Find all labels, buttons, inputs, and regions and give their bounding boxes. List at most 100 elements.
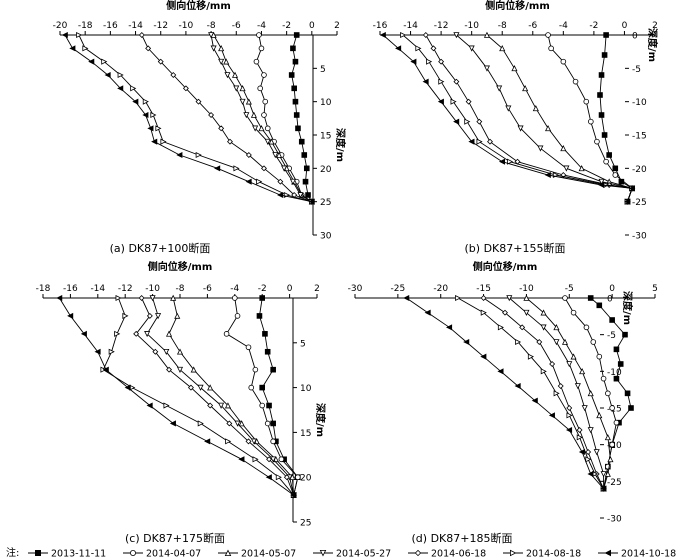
data-point <box>117 85 124 92</box>
data-point <box>252 366 259 373</box>
data-point <box>243 112 250 119</box>
data-point <box>603 32 609 38</box>
data-point <box>587 470 594 478</box>
x-tick-label: -8 <box>176 284 185 294</box>
series-2014-10-18 <box>403 294 607 492</box>
data-point <box>609 405 615 411</box>
data-point <box>576 427 583 433</box>
legend-label: 2014-05-07 <box>241 549 296 560</box>
data-point <box>606 152 612 158</box>
data-point <box>259 402 266 409</box>
data-point <box>101 58 108 65</box>
series-2014-05-07 <box>483 31 636 205</box>
data-point <box>594 138 600 145</box>
data-point <box>276 151 283 158</box>
data-point <box>612 172 619 178</box>
data-point <box>233 85 240 92</box>
data-point <box>224 72 231 79</box>
data-point <box>532 105 539 112</box>
legend-item: 2014-05-27 <box>313 549 391 560</box>
data-point <box>252 456 259 463</box>
y-tick-label: 25 <box>300 519 311 529</box>
data-point <box>596 412 603 419</box>
data-point <box>600 485 607 492</box>
data-point <box>557 383 564 389</box>
data-point <box>261 112 267 118</box>
data-point <box>603 158 609 165</box>
legend-marker <box>509 549 517 557</box>
data-point <box>426 58 433 65</box>
data-point <box>176 348 184 355</box>
data-point <box>566 412 573 419</box>
data-point <box>301 152 308 158</box>
data-point <box>540 309 547 316</box>
chart-panel-2: -16 -14 -12 -10 -8 -6 -4 -2 0 2侧向位移/mm0-5-10-15-2… <box>373 0 659 255</box>
data-point <box>553 339 560 346</box>
data-point <box>476 118 483 125</box>
data-point <box>379 31 386 39</box>
x-tick-label: -30 <box>348 284 363 294</box>
series-line <box>526 297 611 489</box>
data-point <box>132 98 139 105</box>
data-point <box>288 72 295 78</box>
series-line <box>135 297 295 496</box>
y-axis-title: 深度/m <box>314 403 327 437</box>
data-point <box>208 112 215 118</box>
data-point <box>268 138 275 145</box>
data-point <box>613 375 620 382</box>
data-point <box>226 420 233 427</box>
data-point <box>497 368 504 375</box>
chart-panel-3: -18 -16 -14 -12 -10 -8 -6 -4 -2 0 2 侧向位移/mm 5 10 15 20 2… <box>36 260 327 545</box>
data-point <box>514 382 521 390</box>
data-point <box>545 32 551 38</box>
data-point <box>204 438 211 445</box>
legend-label: 2013-11-11 <box>51 549 106 560</box>
data-point <box>437 98 444 105</box>
data-point <box>218 45 225 52</box>
data-point <box>600 471 607 478</box>
data-point <box>548 412 555 419</box>
data-point <box>259 295 265 301</box>
data-point <box>238 420 245 427</box>
legend-prefix: 注: <box>6 546 19 559</box>
data-point <box>601 132 608 138</box>
series-2014-06-18 <box>133 295 297 499</box>
data-point <box>272 152 279 159</box>
data-point <box>208 32 215 39</box>
data-point <box>560 58 567 65</box>
series-2014-05-27 <box>144 295 297 499</box>
data-point <box>293 112 300 118</box>
y-tick-label: -5 <box>607 331 616 341</box>
x-axis-title: 侧向位移/mm <box>485 0 550 12</box>
series-line <box>141 34 312 203</box>
data-point <box>527 353 535 360</box>
legend-item: 2014-04-07 <box>123 549 201 560</box>
series-line <box>564 297 617 489</box>
x-tick-label: -2 <box>258 284 267 294</box>
legend-label: 2014-06-18 <box>431 549 486 560</box>
data-point <box>234 313 241 319</box>
data-point <box>155 125 162 132</box>
data-point <box>587 390 594 397</box>
data-point <box>613 419 620 426</box>
x-tick-label: 2 <box>314 284 320 294</box>
legend-label: 2014-04-07 <box>146 549 201 560</box>
data-point <box>104 71 111 79</box>
data-point <box>150 111 157 119</box>
data-point <box>400 31 407 39</box>
data-point <box>598 178 605 185</box>
series-2014-08-18 <box>100 294 298 499</box>
data-point <box>163 348 170 356</box>
y-tick-label: -25 <box>607 478 622 488</box>
data-point <box>505 105 512 112</box>
data-point <box>415 45 422 52</box>
x-tick-label: 0 <box>609 284 615 294</box>
legend-item: 2014-10-18 <box>598 549 676 560</box>
data-point <box>468 45 475 52</box>
data-point <box>585 449 592 455</box>
data-point <box>622 331 628 338</box>
data-point <box>295 125 301 132</box>
data-point <box>144 331 151 338</box>
x-tick-label: -12 <box>118 284 133 294</box>
